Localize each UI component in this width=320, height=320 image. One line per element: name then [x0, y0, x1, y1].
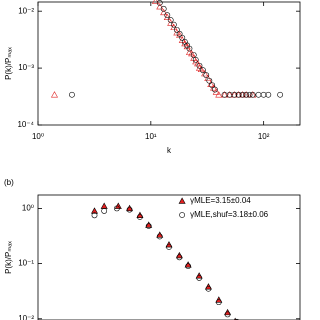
y-tick-label: 10⁻²: [18, 6, 34, 15]
circle-marker: [265, 91, 272, 98]
circle-marker: [260, 91, 267, 98]
circle-marker: [277, 91, 284, 98]
circle-marker: [113, 205, 120, 212]
triangle-marker: [126, 204, 134, 212]
triangle-marker: [175, 251, 183, 259]
triangle-marker: [197, 65, 205, 73]
triangle-marker: [145, 221, 153, 228]
circle-marker: [196, 275, 203, 281]
triangle-marker: [207, 80, 215, 87]
circle-marker: [137, 214, 143, 220]
circle-marker: [249, 91, 256, 98]
circle-marker: [200, 67, 206, 74]
triangle-marker: [215, 91, 223, 98]
circle-marker: [160, 5, 167, 12]
triangle-marker: [184, 261, 192, 268]
circle-marker: [167, 17, 174, 23]
triangle-marker: [50, 91, 58, 98]
circle-marker: [179, 34, 186, 41]
circle-marker: [170, 21, 177, 28]
circle-marker: [235, 91, 242, 98]
x-tick-label: 10¹: [145, 132, 157, 141]
plot-area: [90, 202, 240, 320]
x-tick-label: 10²: [258, 132, 270, 141]
triangle-marker: [212, 88, 220, 95]
circle-marker: [173, 26, 180, 33]
y-axis-label: P(k)/Pₘₐₓ: [4, 47, 13, 80]
circle-marker: [255, 91, 262, 98]
circle-marker: [145, 223, 152, 229]
circle-marker: [246, 91, 253, 98]
y-axis-label: P(k)/Pₘₐₓ: [4, 241, 13, 274]
triangle-marker: [201, 69, 209, 77]
circle-marker: [239, 91, 246, 98]
legend-label: γMLE=3.15±0.04: [190, 196, 251, 205]
circle-marker: [215, 299, 222, 306]
circle-marker: [234, 318, 240, 320]
circle-marker: [156, 233, 163, 240]
circle-marker: [190, 52, 197, 58]
circle-marker: [209, 82, 216, 89]
y-tick-label: 10⁻¹: [18, 259, 34, 268]
circle-marker: [164, 12, 171, 19]
circle-marker: [212, 86, 218, 93]
circle-marker: [226, 91, 233, 98]
y-tick-label: 10⁻⁴: [17, 120, 34, 129]
panel-label: (b): [4, 178, 14, 187]
circle-marker: [185, 263, 192, 270]
x-tick-label: 10⁰: [32, 132, 44, 141]
circle-marker: [186, 45, 193, 52]
circle-marker: [91, 212, 98, 219]
y-tick-label: 10⁻³: [18, 63, 34, 72]
plot-frame: [37, 1, 301, 126]
triangle-marker: [204, 283, 212, 290]
circle-marker: [231, 91, 238, 98]
circle-marker: [196, 62, 203, 69]
plot-frame: [37, 194, 301, 320]
circle-marker: [69, 91, 75, 98]
circle-marker: [176, 254, 183, 261]
triangle-marker: [190, 54, 198, 61]
y-tick-label: 10⁰: [22, 204, 34, 213]
x-axis-label: k: [167, 146, 172, 155]
legend-marker: [178, 197, 186, 204]
legend-marker: [179, 212, 185, 218]
circle-marker: [176, 30, 183, 37]
circle-marker: [156, 0, 163, 6]
y-tick-label: 10⁻²: [18, 314, 34, 320]
circle-marker: [203, 72, 210, 79]
circle-marker: [205, 285, 212, 292]
triangle-marker: [100, 202, 108, 209]
triangle-marker: [188, 49, 196, 57]
triangle-marker: [156, 3, 164, 10]
circle-marker: [192, 56, 199, 63]
circle-marker: [126, 206, 133, 213]
triangle-marker: [90, 207, 99, 214]
triangle-marker: [156, 231, 164, 238]
circle-marker: [166, 244, 172, 250]
plot-area: [50, 0, 284, 98]
circle-marker: [243, 91, 250, 98]
circle-marker: [206, 77, 213, 84]
triangle-marker: [224, 308, 232, 316]
circle-marker: [101, 208, 108, 214]
triangle-marker: [160, 8, 168, 16]
legend-label: γMLE,shuf=3.18±0.06: [190, 210, 269, 219]
triangle-marker: [163, 13, 171, 21]
triangle-marker: [151, 0, 160, 4]
circle-marker: [224, 311, 231, 318]
